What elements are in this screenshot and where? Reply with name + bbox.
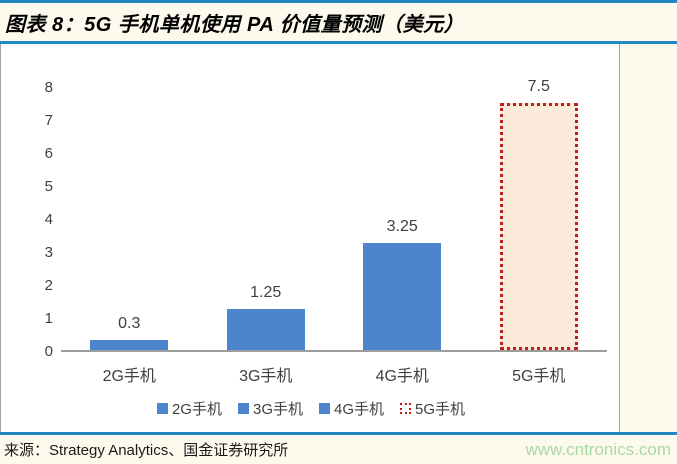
chart-panel: 0 1 2 3 4 5 6 7 8 0.3 1.25 3.25 7.5 2G手机 3G手机 4G手机 5G手…: [0, 44, 620, 432]
bar-5G手机: [499, 102, 578, 350]
x-label-3G手机: 3G手机: [239, 368, 293, 385]
bar-value-3G手机: 1.25: [250, 283, 282, 301]
bar-value-5G手机: 7.5: [527, 77, 550, 95]
legend-swatch-icon: [156, 403, 168, 414]
title-row: 图表 8：5G 手机单机使用 PA 价值量预测（美元）: [0, 3, 677, 41]
legend-item-2G手机: 2G手机: [156, 398, 222, 419]
y-tick-6: 6: [44, 145, 53, 162]
y-tick-4: 4: [44, 211, 53, 228]
y-tick-1: 1: [44, 310, 53, 327]
legend-item-4G手机: 4G手机: [319, 398, 384, 419]
y-tick-3: 3: [44, 244, 53, 261]
bar-value-2G手机: 0.3: [118, 315, 141, 333]
legend-label: 2G手机: [171, 401, 222, 418]
bar-3G手机: [226, 308, 305, 350]
y-tick-2: 2: [44, 277, 53, 294]
legend-label: 3G手机: [252, 401, 303, 418]
legend: 2G手机 3G手机 4G手机 5G手机: [1, 398, 621, 419]
legend-swatch-icon: [319, 403, 330, 414]
x-label-4G手机: 4G手机: [375, 368, 429, 385]
x-label-2G手机: 2G手机: [102, 368, 156, 385]
title-rule: [0, 41, 677, 44]
legend-swatch-icon: [237, 403, 249, 414]
y-tick-7: 7: [44, 112, 53, 129]
plot-area: 0.3 1.25 3.25 7.5: [61, 78, 607, 352]
footer: 来源：Strategy Analytics、国金证券研究所 www.cntron…: [0, 435, 677, 464]
bar-4G手机: [363, 242, 442, 350]
y-tick-0: 0: [44, 343, 53, 360]
legend-swatch-icon: [400, 403, 412, 414]
x-label-5G手机: 5G手机: [512, 368, 566, 385]
source-text: 来源：Strategy Analytics、国金证券研究所: [4, 442, 289, 459]
bottom-rule: [0, 432, 677, 435]
legend-item-3G手机: 3G手机: [237, 398, 303, 419]
y-tick-5: 5: [44, 178, 53, 195]
legend-label: 5G手机: [415, 401, 466, 418]
legend-label: 4G手机: [334, 401, 385, 418]
bar-value-4G手机: 3.25: [386, 217, 418, 235]
watermark-url: www.cntronics.com: [525, 439, 671, 459]
top-rule: [0, 0, 677, 3]
y-tick-8: 8: [44, 79, 53, 96]
figure-title: 图表 8：5G 手机单机使用 PA 价值量预测（美元）: [5, 13, 465, 36]
legend-item-5G手机: 5G手机: [400, 398, 465, 419]
bar-2G手机: [90, 340, 169, 350]
